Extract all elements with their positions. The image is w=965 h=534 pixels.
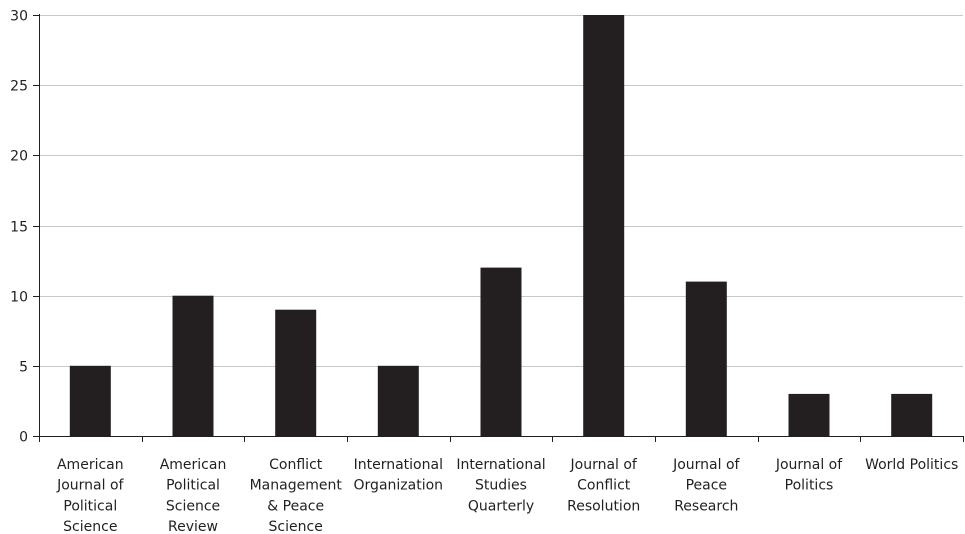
x-category-label: International Studies Quarterly <box>456 457 545 514</box>
x-category-label-line: Conflict <box>269 457 323 473</box>
x-category-label-line: Science <box>63 519 117 534</box>
x-category-label-line: Political <box>63 498 117 514</box>
y-tick-label: 0 <box>19 430 28 446</box>
y-tick-label: 30 <box>10 9 28 25</box>
bar <box>275 309 317 436</box>
x-category-label-line: International <box>354 457 443 473</box>
x-category-label: Conflict Management & Peace Science <box>250 457 343 534</box>
x-category-label-line: Conflict <box>577 478 631 494</box>
y-tick-label: 15 <box>10 220 28 236</box>
x-category-label-line: Science <box>269 519 323 534</box>
x-category-label: Journal of Peace Research <box>672 457 740 514</box>
bar <box>377 365 419 436</box>
y-tick-label: 20 <box>10 149 28 165</box>
x-category-label-line: Journal of <box>570 457 638 473</box>
bar <box>788 393 830 436</box>
axes <box>33 14 964 442</box>
y-tick-label: 25 <box>10 79 28 95</box>
x-category-label-line: Journal of <box>672 457 740 473</box>
bar <box>583 15 625 436</box>
x-category-label-line: Review <box>168 519 218 534</box>
bar <box>69 365 111 436</box>
x-category-label-line: Science <box>166 498 220 514</box>
x-category-label-line: & Peace <box>267 498 324 514</box>
y-tick-label: 5 <box>19 360 28 376</box>
x-category-label-line: Political <box>166 478 220 494</box>
x-category-labels: American Journal of Political ScienceAmeric… <box>56 457 958 534</box>
x-category-label: Journal of Conflict Resolution <box>567 457 640 514</box>
y-tick-label: 10 <box>10 290 28 306</box>
x-category-label: American Political Science Review <box>160 457 227 534</box>
x-category-label-line: Quarterly <box>468 498 534 514</box>
x-category-label-line: Politics <box>785 478 834 494</box>
x-category-label-line: World Politics <box>865 457 958 473</box>
x-category-label-line: Management <box>250 478 343 494</box>
x-category-label-line: International <box>456 457 545 473</box>
x-category-label-line: American <box>57 457 124 473</box>
x-category-label: World Politics <box>865 457 958 473</box>
bars <box>69 15 933 436</box>
x-category-label: Journal of Politics <box>775 457 843 494</box>
x-category-label-line: American <box>160 457 227 473</box>
bar <box>891 393 933 436</box>
bar <box>480 267 522 436</box>
x-category-label: International Organization <box>354 457 444 494</box>
x-category-label-line: Journal of <box>56 478 124 494</box>
x-category-label-line: Organization <box>354 478 444 494</box>
bar <box>685 281 727 436</box>
x-category-label-line: Resolution <box>567 498 640 514</box>
x-category-label-line: Studies <box>475 478 527 494</box>
x-category-label: American Journal of Political Science <box>56 457 124 534</box>
y-tick-labels: 0 5 10 15 20 25 30 <box>10 9 28 446</box>
x-category-label-line: Journal of <box>775 457 843 473</box>
x-category-label-line: Peace <box>686 478 727 494</box>
x-category-label-line: Research <box>674 498 738 514</box>
bar <box>172 295 214 436</box>
